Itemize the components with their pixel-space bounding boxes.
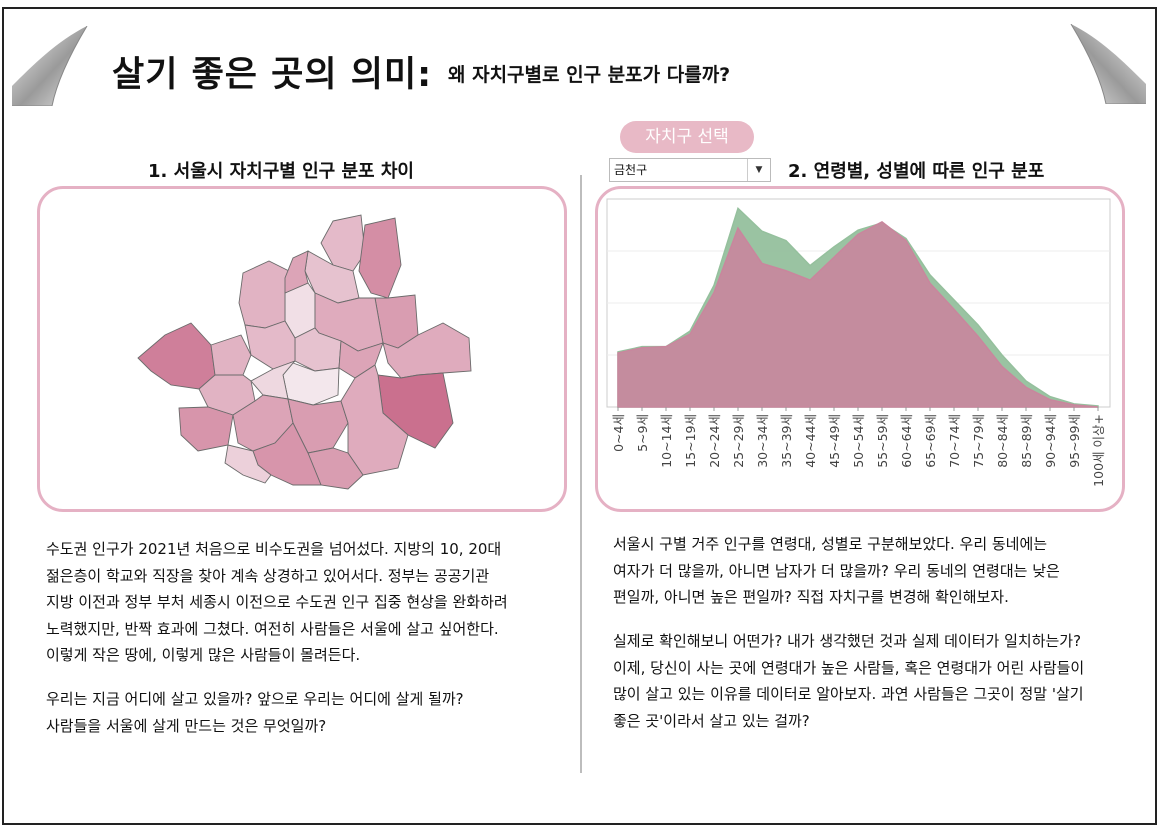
page-subtitle: 왜 자치구별로 인구 분포가 다를까? <box>448 64 731 86</box>
x-axis-tick-label: 70~74세 <box>947 414 962 468</box>
map-section-title: 1. 서울시 자치구별 인구 분포 차이 <box>148 161 414 182</box>
x-axis-tick-label: 20~24세 <box>707 414 722 468</box>
district-shape[interactable] <box>382 322 472 379</box>
right-paragraph-1: 서울시 구별 거주 인구를 연령대, 성별로 구분해보았다. 우리 동네에는 여… <box>613 535 1060 606</box>
district-shape[interactable] <box>210 334 252 376</box>
x-axis-tick-label: 45~49세 <box>827 414 842 468</box>
district-shape[interactable] <box>238 260 290 329</box>
x-axis-tick-label: 25~29세 <box>731 414 746 468</box>
x-axis-tick-label: 5~9세 <box>635 414 650 452</box>
x-axis-tick-label: 35~39세 <box>779 414 794 468</box>
district-shape[interactable] <box>284 250 309 294</box>
page-curl-right-decoration <box>1070 24 1146 104</box>
seoul-district-map <box>137 214 472 490</box>
x-axis-tick-label: 95~99세 <box>1067 414 1082 468</box>
district-shape[interactable] <box>178 406 234 452</box>
district-shape[interactable] <box>340 364 409 476</box>
x-axis-tick-label: 30~34세 <box>755 414 770 468</box>
district-shape[interactable] <box>244 320 296 370</box>
column-divider <box>580 175 582 773</box>
area-series-2[interactable] <box>617 220 1099 408</box>
x-axis-tick-label: 50~54세 <box>851 414 866 468</box>
x-axis-tick-label: 80~84세 <box>995 414 1010 468</box>
x-axis-tick-label: 85~89세 <box>1019 414 1034 468</box>
district-shape[interactable] <box>358 217 402 299</box>
x-axis-tick-label: 65~69세 <box>923 414 938 468</box>
district-shape[interactable] <box>282 362 340 406</box>
chevron-down-icon[interactable]: ▼ <box>747 159 770 181</box>
x-axis-tick-label: 0~4세 <box>611 414 626 452</box>
x-axis-tick-label: 55~59세 <box>875 414 890 468</box>
x-axis-tick-label: 90~94세 <box>1043 414 1058 468</box>
x-axis-tick-label: 40~44세 <box>803 414 818 468</box>
left-paragraph-1: 수도권 인구가 2021년 처음으로 비수도권을 넘어섰다. 지방의 10, 2… <box>46 540 508 664</box>
x-axis-tick-label: 75~79세 <box>971 414 986 468</box>
left-paragraph-2: 우리는 지금 어디에 살고 있을까? 앞으로 우리는 어디에 살게 될까? 사람… <box>46 690 464 735</box>
x-axis-tick-label: 60~64세 <box>899 414 914 468</box>
district-select-value: 금천구 <box>614 163 648 177</box>
district-shape[interactable] <box>224 444 272 484</box>
right-paragraph-2: 실제로 확인해보니 어떤가? 내가 생각했던 것과 실제 데이터가 일치하는가?… <box>613 632 1085 730</box>
chart-section-title: 2. 연령별, 성별에 따른 인구 분포 <box>788 161 1045 182</box>
chart-panel: 0~4세 5~9세 10~14세 15~19세 20~24세 25~29세 30~34세 35… <box>595 186 1125 512</box>
district-select-dropdown[interactable]: 금천구 ▼ <box>609 158 771 182</box>
x-axis-tick-label: 10~14세 <box>659 414 674 468</box>
page-curl-left-decoration <box>12 26 88 106</box>
district-select-label: 자치구 선택 <box>620 121 754 153</box>
population-area-chart: 0~4세 5~9세 10~14세 15~19세 20~24세 25~29세 30~34세 35… <box>606 198 1111 487</box>
page-title: 살기 좋은 곳의 의미: <box>112 55 433 95</box>
district-shape[interactable] <box>250 360 296 400</box>
x-axis-tick-label: 100세 이상+ <box>1091 414 1106 487</box>
map-panel <box>37 186 567 512</box>
district-shape[interactable] <box>137 322 216 390</box>
x-axis-tick-label: 15~19세 <box>683 414 698 468</box>
